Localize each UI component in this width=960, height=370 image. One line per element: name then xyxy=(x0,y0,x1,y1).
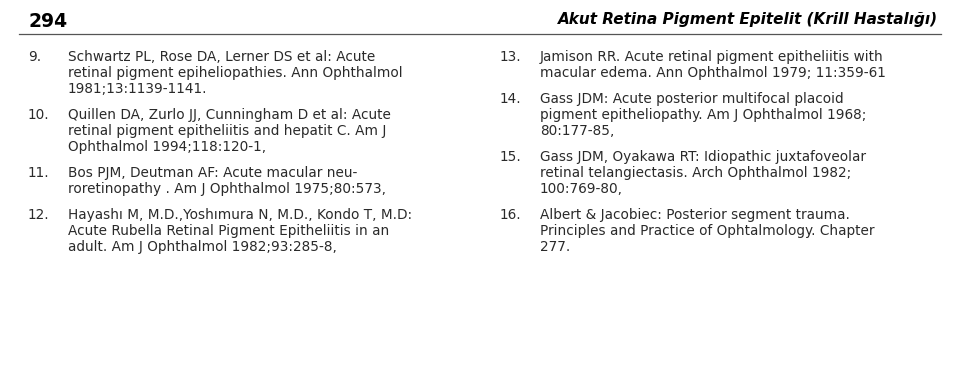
Text: 12.: 12. xyxy=(28,208,50,222)
Text: 80:177-85,: 80:177-85, xyxy=(540,124,614,138)
Text: Hayashı M, M.D.,Yoshımura N, M.D., Kondo T, M.D:: Hayashı M, M.D.,Yoshımura N, M.D., Kondo… xyxy=(68,208,412,222)
Text: retinal telangiectasis. Arch Ophthalmol 1982;: retinal telangiectasis. Arch Ophthalmol … xyxy=(540,166,852,180)
Text: macular edema. Ann Ophthalmol 1979; 11:359-61: macular edema. Ann Ophthalmol 1979; 11:3… xyxy=(540,66,886,80)
Text: Schwartz PL, Rose DA, Lerner DS et al: Acute: Schwartz PL, Rose DA, Lerner DS et al: A… xyxy=(68,50,375,64)
Text: retinal pigment epitheliitis and hepatit C. Am J: retinal pigment epitheliitis and hepatit… xyxy=(68,124,386,138)
Text: 16.: 16. xyxy=(500,208,521,222)
Text: adult. Am J Ophthalmol 1982;93:285-8,: adult. Am J Ophthalmol 1982;93:285-8, xyxy=(68,240,337,254)
Text: 9.: 9. xyxy=(28,50,41,64)
Text: 13.: 13. xyxy=(500,50,521,64)
Text: Gass JDM, Oyakawa RT: Idiopathic juxtafoveolar: Gass JDM, Oyakawa RT: Idiopathic juxtafo… xyxy=(540,150,866,164)
Text: Akut Retina Pigment Epitelit (Krill Hastalığı): Akut Retina Pigment Epitelit (Krill Hast… xyxy=(558,12,938,27)
Text: Acute Rubella Retinal Pigment Epitheliitis in an: Acute Rubella Retinal Pigment Epitheliit… xyxy=(68,224,389,238)
Text: 1981;13:1139-1141.: 1981;13:1139-1141. xyxy=(68,82,207,96)
Text: Albert & Jacobiec: Posterior segment trauma.: Albert & Jacobiec: Posterior segment tra… xyxy=(540,208,850,222)
Text: 100:769-80,: 100:769-80, xyxy=(540,182,623,196)
Text: 10.: 10. xyxy=(28,108,50,122)
Text: 15.: 15. xyxy=(500,150,521,164)
Text: 11.: 11. xyxy=(28,166,50,180)
Text: Gass JDM: Acute posterior multifocal placoid: Gass JDM: Acute posterior multifocal pla… xyxy=(540,92,844,106)
Text: Ophthalmol 1994;118:120-1,: Ophthalmol 1994;118:120-1, xyxy=(68,140,266,154)
Text: roretinopathy . Am J Ophthalmol 1975;80:573,: roretinopathy . Am J Ophthalmol 1975;80:… xyxy=(68,182,386,196)
Text: 277.: 277. xyxy=(540,240,570,254)
Text: retinal pigment epiheliopathies. Ann Ophthalmol: retinal pigment epiheliopathies. Ann Oph… xyxy=(68,66,402,80)
Text: pigment epitheliopathy. Am J Ophthalmol 1968;: pigment epitheliopathy. Am J Ophthalmol … xyxy=(540,108,866,122)
Text: Principles and Practice of Ophtalmology. Chapter: Principles and Practice of Ophtalmology.… xyxy=(540,224,875,238)
Text: 14.: 14. xyxy=(500,92,521,106)
Text: 294: 294 xyxy=(28,12,67,31)
Text: Quillen DA, Zurlo JJ, Cunningham D et al: Acute: Quillen DA, Zurlo JJ, Cunningham D et al… xyxy=(68,108,391,122)
Text: Jamison RR. Acute retinal pigment epitheliitis with: Jamison RR. Acute retinal pigment epithe… xyxy=(540,50,884,64)
Text: Bos PJM, Deutman AF: Acute macular neu-: Bos PJM, Deutman AF: Acute macular neu- xyxy=(68,166,357,180)
